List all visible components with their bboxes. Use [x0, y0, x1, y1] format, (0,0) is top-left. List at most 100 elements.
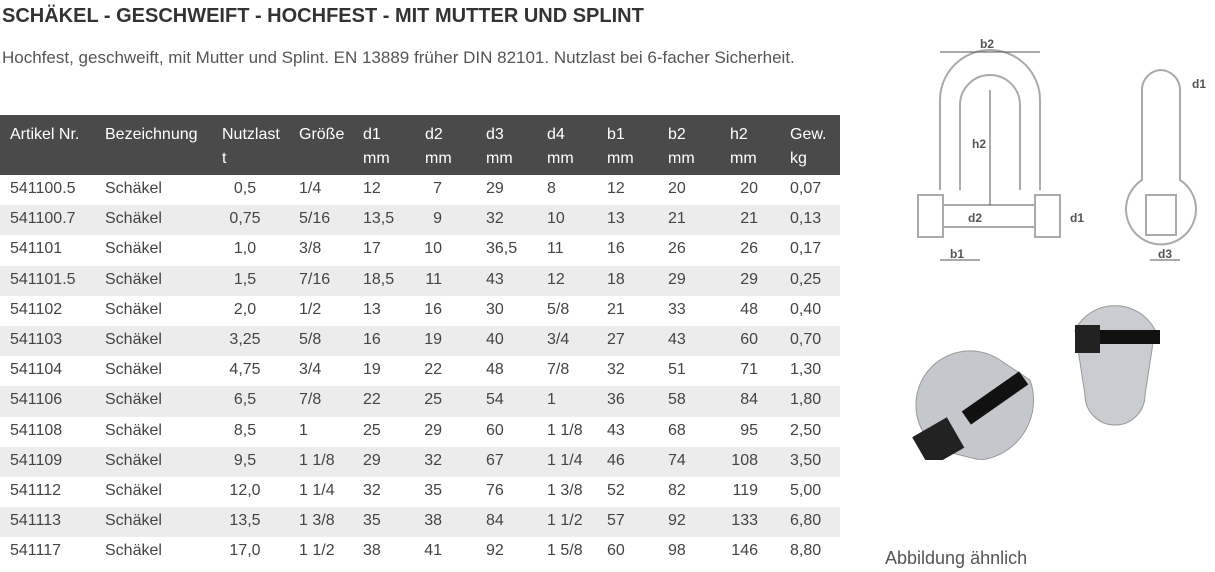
- table-cell: 57: [607, 512, 625, 530]
- table-cell: Schäkel: [105, 542, 162, 560]
- header-text: b1: [607, 126, 625, 143]
- table-cell: 17,0: [229, 542, 261, 560]
- table-row: 541112 Schäkel 12,0 1 1/4 32 35 76 1 3/8 52 82 119…: [0, 477, 840, 507]
- header-text: d3: [486, 126, 504, 143]
- table-cell: 7/8: [547, 361, 570, 379]
- table-cell: 60: [486, 421, 504, 439]
- table-cell: 25: [363, 421, 381, 439]
- table-cell: 10: [424, 240, 442, 258]
- table-cell: 1: [547, 391, 556, 409]
- table-cell: 13,5: [229, 512, 261, 530]
- table-row: 541100.5 Schäkel 0,5 1/4 12 7 29 8 12 20 20 0,07: [0, 175, 840, 205]
- header-row: Artikel Nr. Bezeichnung Nutzlast t Größe d1 mm…: [0, 115, 840, 175]
- table-cell: 119: [732, 481, 758, 499]
- table-cell: Schäkel: [105, 180, 162, 197]
- table-cell: 1 1/4: [547, 451, 583, 469]
- table-cell: 1 1/2: [547, 512, 583, 530]
- description: Hochfest, geschweift, mit Mutter und Spl…: [2, 48, 795, 67]
- label-d2: d2: [968, 211, 982, 225]
- table-cell: 0,75: [229, 210, 261, 228]
- header-text: Artikel Nr.: [10, 126, 80, 143]
- table-cell: 33: [668, 300, 686, 318]
- table-cell: 1 1/8: [299, 451, 335, 469]
- header-text: h2: [730, 126, 748, 143]
- table-cell: 0,70: [790, 330, 822, 348]
- table-cell: 29: [363, 451, 381, 469]
- table-cell: 1,80: [790, 391, 822, 409]
- table-cell: 67: [486, 451, 504, 469]
- header-text: mm: [607, 150, 634, 167]
- table-row: 541103 Schäkel 3,25 5/8 16 19 40 3/4 27 43 60 0,70: [0, 325, 840, 357]
- header-cell: d3 mm: [486, 123, 513, 171]
- table-cell: 1,30: [790, 361, 822, 379]
- header-cell: Gew. kg: [790, 123, 826, 171]
- table-cell: 5/16: [299, 210, 331, 228]
- table-cell: 541117: [10, 542, 62, 560]
- table-cell: Schäkel: [105, 391, 162, 409]
- table-cell: 18: [607, 270, 625, 288]
- table-cell: 20: [740, 180, 758, 197]
- table-cell: 3/4: [299, 361, 322, 379]
- table-cell: 1/2: [299, 300, 322, 318]
- table-cell: 98: [668, 542, 686, 560]
- table-cell: 108: [731, 451, 758, 469]
- table-row: 541106 Schäkel 6,5 7/8 22 25 54 1 36 58 84 1,80: [0, 386, 840, 417]
- header-text: t: [222, 150, 227, 167]
- table-cell: 60: [740, 330, 758, 348]
- table-row: 541101 Schäkel 1,0 3/8 17 10 36,5 11 16 26 26 0,17: [0, 235, 840, 265]
- table-cell: 3,25: [229, 330, 261, 348]
- table-cell: 52: [607, 481, 625, 499]
- table-cell: 541102: [10, 300, 63, 318]
- table-cell: 26: [668, 240, 686, 258]
- table-cell: 9: [433, 210, 442, 228]
- table-cell: 74: [668, 451, 686, 469]
- table-cell: 8,5: [233, 421, 257, 439]
- header-text: mm: [668, 150, 695, 167]
- header-text: Gew.: [790, 126, 827, 143]
- table-cell: 1 5/8: [547, 542, 583, 560]
- table-cell: 6,5: [233, 391, 257, 409]
- table-cell: 43: [668, 330, 686, 348]
- table-row: 541117 Schäkel 17,0 1 1/2 38 41 92 1 5/8 60 98 146…: [0, 537, 840, 567]
- table-cell: 60: [607, 542, 625, 560]
- table-row: 541101.5 Schäkel 1,5 7/16 18,5 11 43 12 18 29 29 0,…: [0, 265, 840, 296]
- table-cell: 58: [668, 391, 686, 409]
- table-cell: 54: [486, 391, 504, 409]
- table-cell: 21: [607, 300, 625, 318]
- table-cell: 3,50: [790, 451, 822, 469]
- table-cell: 22: [424, 361, 442, 379]
- table-cell: 9,5: [233, 451, 257, 469]
- table-cell: Schäkel: [105, 210, 162, 228]
- table-cell: 29: [486, 180, 504, 197]
- table-cell: 71: [740, 361, 758, 379]
- table-cell: 76: [486, 481, 504, 499]
- table-cell: 43: [486, 270, 504, 288]
- table-cell: 541100.5: [10, 180, 76, 197]
- table-row: 541113 Schäkel 13,5 1 3/8 35 38 84 1 1/2 57 92 133…: [0, 507, 840, 538]
- label-b2: b2: [980, 37, 994, 51]
- table-cell: Schäkel: [105, 361, 162, 379]
- table-cell: 18,5: [363, 270, 395, 288]
- table-cell: 17: [363, 240, 381, 258]
- table-cell: 541113: [10, 512, 62, 530]
- table-cell: 20: [668, 180, 686, 197]
- header-cell: d1 mm: [363, 123, 390, 171]
- table-cell: 32: [486, 210, 504, 228]
- table-row: 541100.7 Schäkel 0,75 5/16 13,5 9 32 10 13 21 21 0,…: [0, 205, 840, 236]
- table-cell: 51: [668, 361, 686, 379]
- header-text: b2: [668, 126, 686, 143]
- table-cell: 12: [607, 180, 625, 197]
- table-cell: 0,5: [233, 180, 257, 197]
- table-cell: 29: [668, 270, 686, 288]
- header-cell: Größe: [299, 123, 344, 147]
- table-cell: Schäkel: [105, 330, 162, 348]
- header-text: d1: [363, 126, 381, 143]
- table-cell: 16: [363, 330, 381, 348]
- table-cell: 1,0: [233, 240, 257, 258]
- header-cell: h2 mm: [730, 123, 757, 171]
- table-cell: 46: [607, 451, 625, 469]
- table-cell: 21: [740, 210, 758, 228]
- table-cell: 29: [424, 421, 442, 439]
- table-cell: 16: [607, 240, 625, 258]
